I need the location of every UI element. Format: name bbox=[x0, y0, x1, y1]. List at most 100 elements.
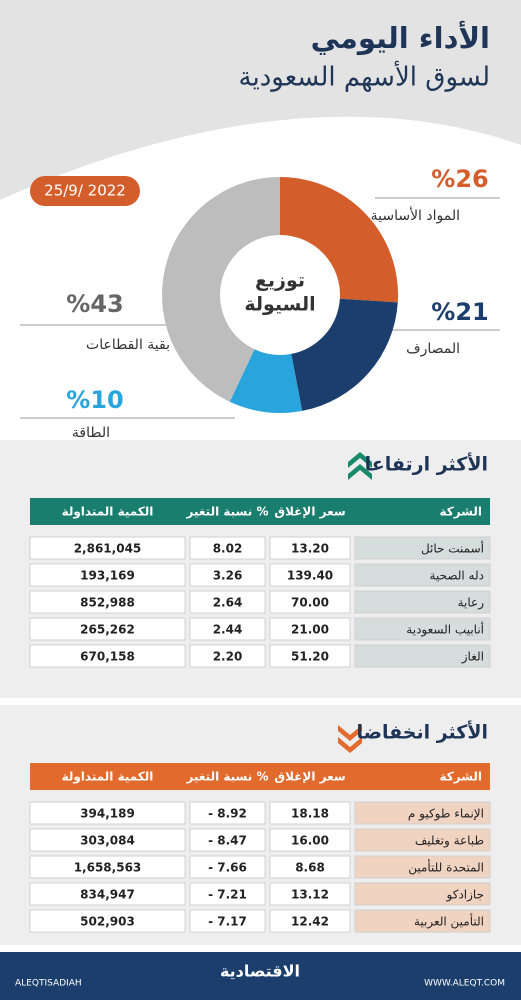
cell-text: أنابيب السعودية bbox=[406, 622, 484, 638]
cell-text: 265,262 bbox=[80, 623, 135, 637]
column-header: سعر الإغلاق bbox=[274, 770, 345, 784]
cell-text: 8.02 bbox=[213, 542, 243, 556]
table-cell bbox=[29, 536, 186, 560]
table-cell bbox=[29, 909, 186, 933]
slice-category-label: المصارف bbox=[406, 341, 460, 357]
cell-text: - 7.66 bbox=[208, 861, 247, 875]
table-cell bbox=[354, 855, 491, 879]
cell-text: التأمين العربية bbox=[414, 913, 484, 930]
slice-category-label: بقية القطاعات bbox=[86, 337, 170, 353]
donut-center-label: السيولة bbox=[244, 294, 315, 316]
table-cell bbox=[269, 536, 351, 560]
cell-text: 2.20 bbox=[213, 650, 243, 664]
donut-center-label: توزيع bbox=[255, 270, 305, 292]
table-cell bbox=[354, 590, 491, 614]
table-cell bbox=[269, 617, 351, 641]
table-cell bbox=[189, 590, 266, 614]
cell-text: الإنماء طوكيو م bbox=[408, 807, 484, 822]
leader-lines bbox=[20, 197, 500, 419]
down-icon bbox=[338, 725, 362, 753]
table-cell bbox=[354, 563, 491, 587]
cell-text: 8.68 bbox=[295, 861, 325, 875]
table-cell bbox=[29, 855, 186, 879]
cell-text: 18.18 bbox=[291, 807, 329, 821]
table-cell bbox=[269, 828, 351, 852]
cell-text: جازادكو bbox=[446, 888, 484, 903]
footer-brand: الاقتصادية bbox=[220, 962, 300, 981]
cell-text: 2.44 bbox=[213, 623, 243, 637]
table-cell bbox=[29, 882, 186, 906]
cell-text: 13.12 bbox=[291, 888, 329, 902]
cell-text: 21.00 bbox=[291, 623, 329, 637]
table-cell bbox=[269, 855, 351, 879]
title: الأداء اليومي bbox=[311, 20, 490, 55]
cell-text: الغاز bbox=[461, 650, 484, 665]
table-cell bbox=[189, 644, 266, 668]
column-header: نسبة التغير % bbox=[186, 505, 269, 519]
slice-value-label: %26 bbox=[431, 165, 488, 193]
cell-text: 193,169 bbox=[80, 569, 135, 583]
column-header: الكمية المتداولة bbox=[62, 505, 154, 520]
table-cell bbox=[189, 801, 266, 825]
cell-text: دله الصحية bbox=[430, 569, 484, 583]
table-cell bbox=[354, 801, 491, 825]
table-cell bbox=[354, 644, 491, 668]
table-cell bbox=[189, 882, 266, 906]
cell-text: 70.00 bbox=[291, 596, 329, 610]
subtitle: لسوق الأسهم السعودية bbox=[239, 60, 490, 93]
donut-slice bbox=[161, 177, 280, 402]
cell-text: 139.40 bbox=[287, 569, 333, 583]
column-header: سعر الإغلاق bbox=[274, 505, 345, 519]
table-cell bbox=[354, 617, 491, 641]
cell-text: طباعة وتغليف bbox=[415, 834, 484, 849]
table-cell bbox=[354, 909, 491, 933]
cell-text: 12.42 bbox=[291, 915, 329, 929]
donut-slice bbox=[280, 177, 398, 303]
cell-text: رعاية bbox=[458, 596, 485, 611]
cell-text: - 7.21 bbox=[208, 888, 247, 902]
cell-text: 670,158 bbox=[80, 650, 135, 664]
cell-text: - 8.92 bbox=[208, 807, 247, 821]
table-cell bbox=[269, 801, 351, 825]
column-header: الشركة bbox=[439, 770, 482, 784]
donut-slice bbox=[229, 349, 303, 413]
table-cell bbox=[189, 828, 266, 852]
table-cell bbox=[269, 644, 351, 668]
slice-category-label: المواد الأساسية bbox=[371, 206, 460, 224]
cell-text: 2,861,045 bbox=[74, 542, 142, 556]
table-cell bbox=[354, 828, 491, 852]
cell-text: 303,084 bbox=[80, 834, 135, 848]
table-cell bbox=[269, 590, 351, 614]
cell-text: - 8.47 bbox=[208, 834, 247, 848]
footer bbox=[0, 952, 521, 1000]
table-cell bbox=[29, 617, 186, 641]
cell-text: أسمنت حائل bbox=[421, 541, 484, 556]
column-header: الشركة bbox=[439, 505, 482, 519]
table-cell bbox=[189, 617, 266, 641]
cell-text: 3.26 bbox=[213, 569, 243, 583]
slice-value-label: %10 bbox=[66, 386, 123, 414]
cell-text: 502,903 bbox=[80, 915, 135, 929]
table-cell bbox=[29, 644, 186, 668]
date-pill bbox=[30, 176, 140, 206]
cell-text: 51.20 bbox=[291, 650, 329, 664]
donut-slice bbox=[291, 298, 398, 411]
table-cell bbox=[269, 909, 351, 933]
table-cell bbox=[189, 536, 266, 560]
section-title: الأكثر انخفاضا bbox=[356, 721, 488, 744]
table-cell bbox=[354, 882, 491, 906]
table-cell bbox=[269, 882, 351, 906]
slice-value-label: %21 bbox=[431, 298, 488, 326]
cell-text: 1,658,563 bbox=[74, 861, 142, 875]
column-header: الكمية المتداولة bbox=[62, 770, 154, 785]
footer-social: ALEQTISADIAH bbox=[15, 979, 82, 989]
table-cell bbox=[189, 563, 266, 587]
table-cell bbox=[269, 563, 351, 587]
header-shape bbox=[0, 0, 521, 200]
slice-category-label: الطاقة bbox=[72, 425, 110, 441]
table-cell bbox=[29, 801, 186, 825]
table-header bbox=[30, 763, 490, 790]
cell-text: 16.00 bbox=[291, 834, 329, 848]
table-cell bbox=[354, 536, 491, 560]
